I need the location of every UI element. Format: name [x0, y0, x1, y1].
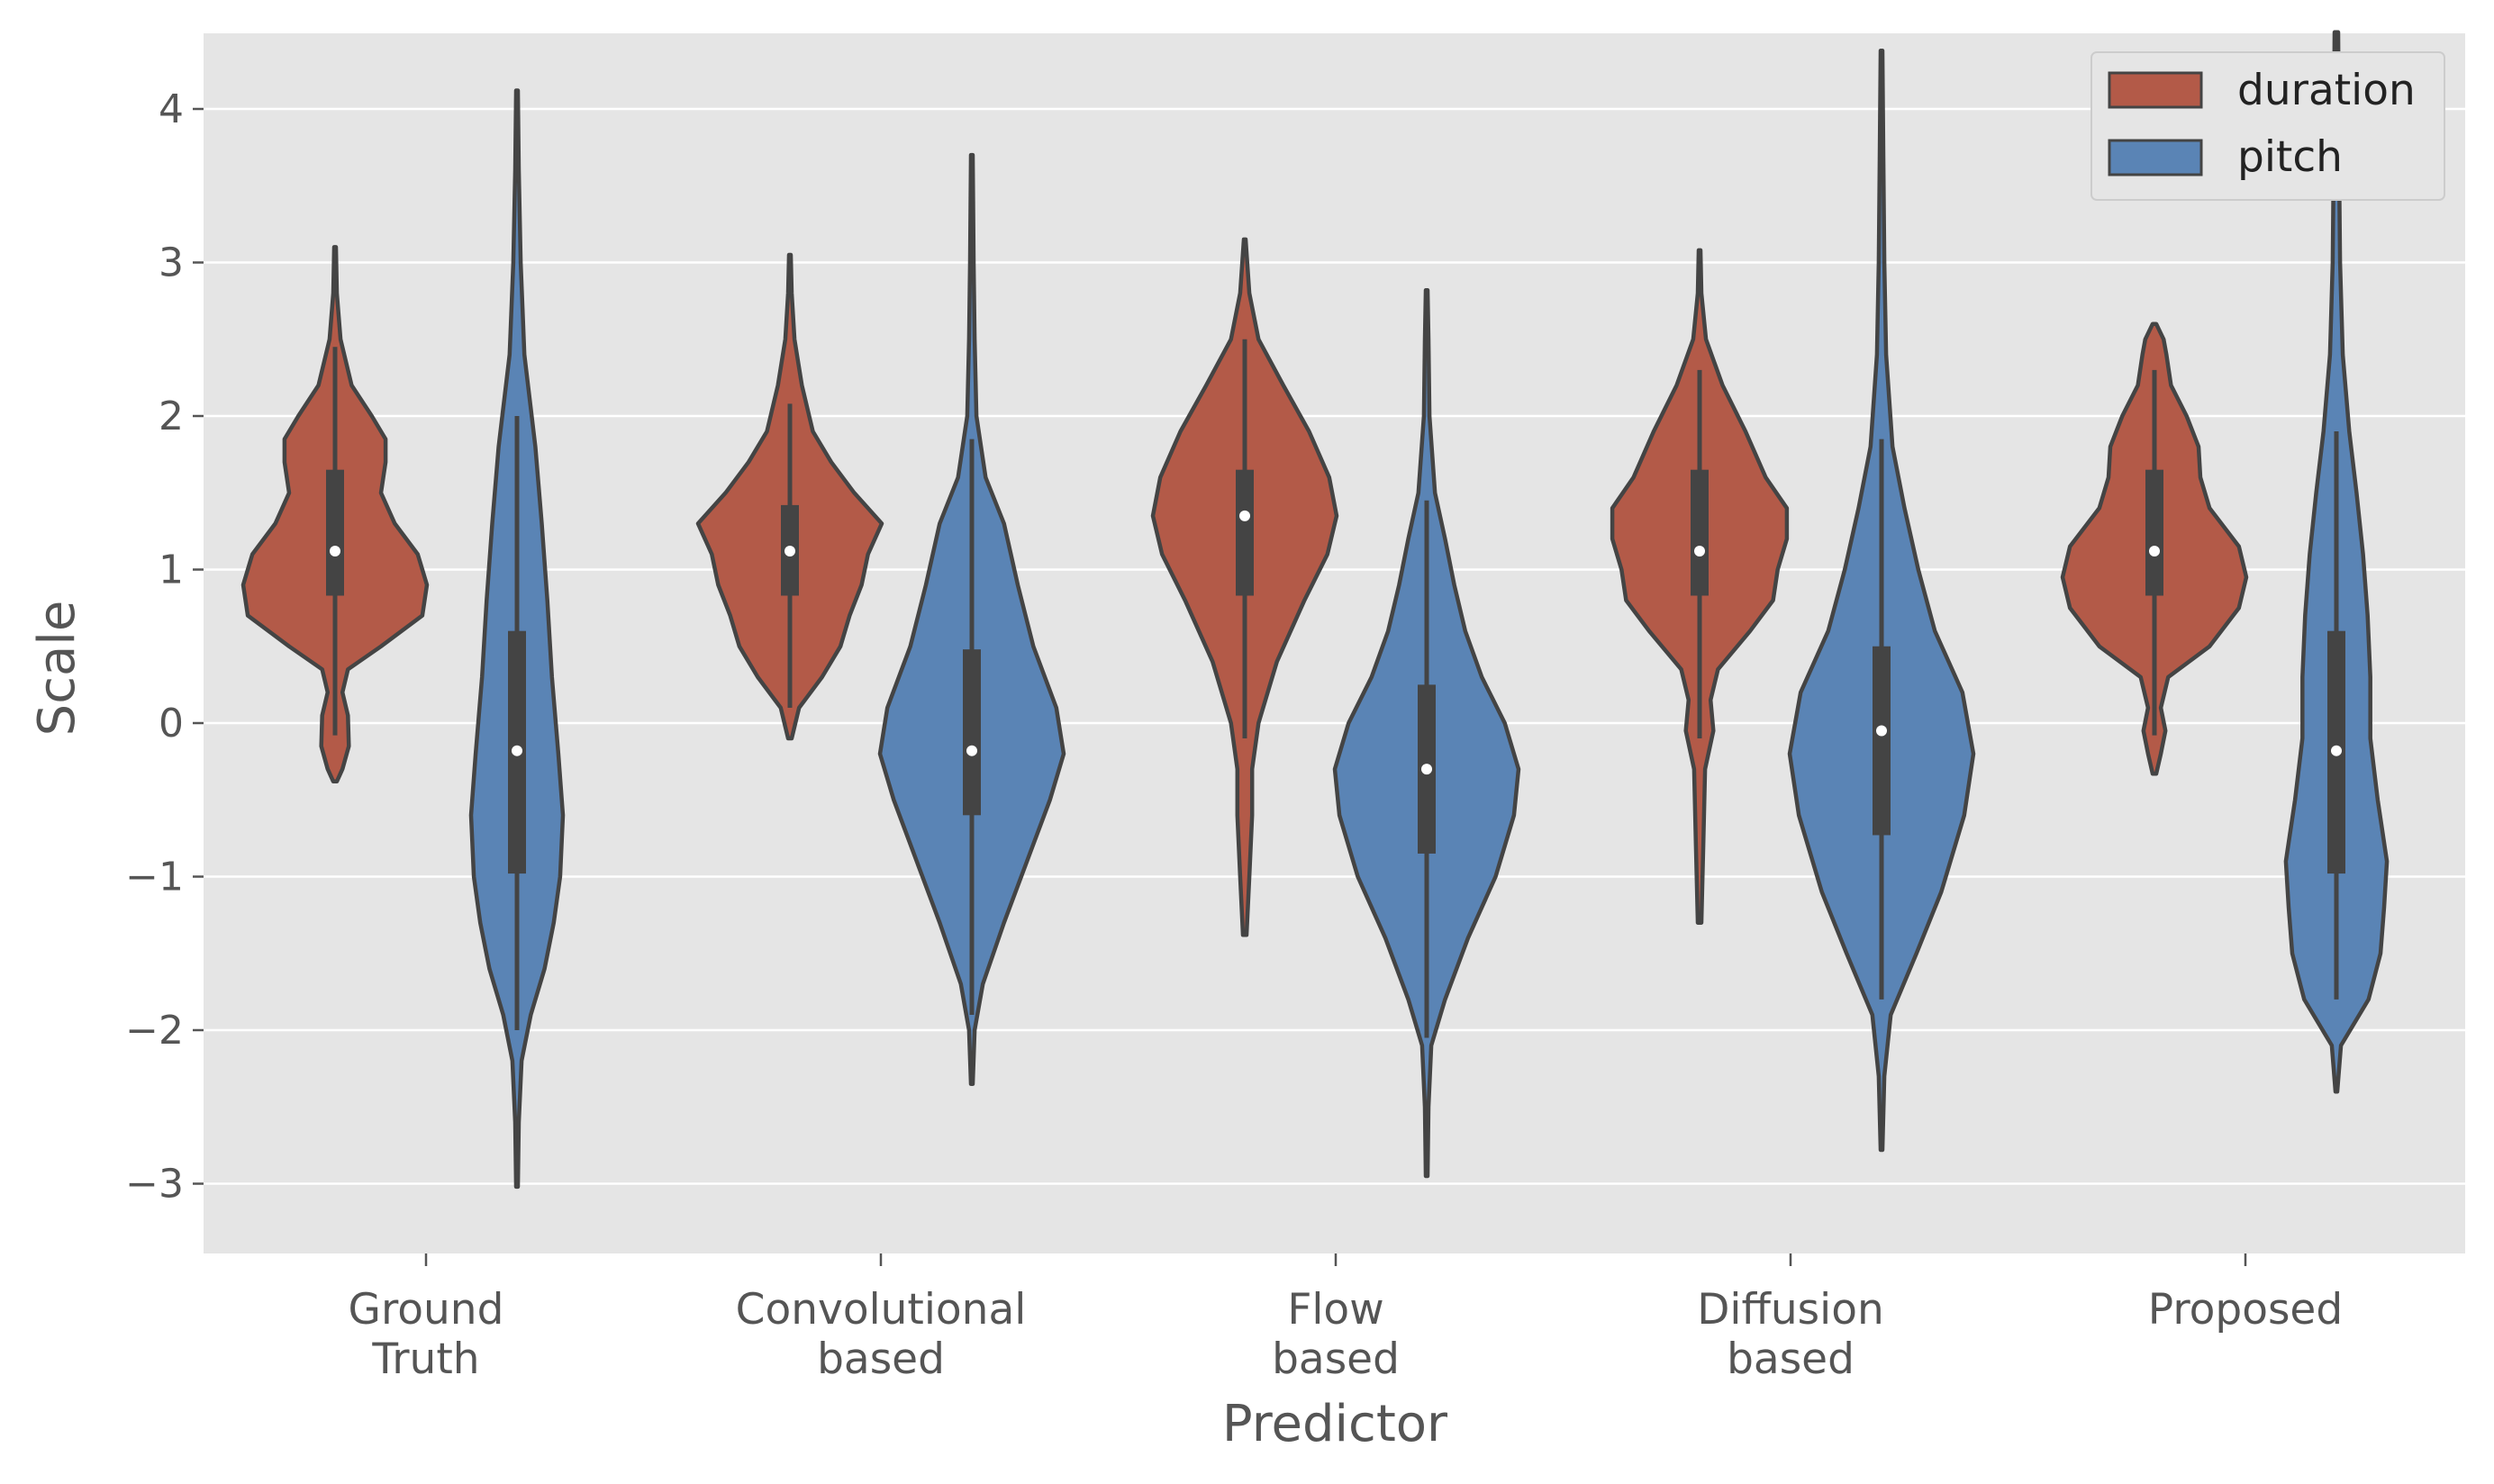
violin-median-point [1421, 764, 1432, 775]
violin-iqr-box [326, 469, 344, 596]
violin-median-point [512, 745, 522, 756]
x-tick-label: Flow [1287, 1285, 1383, 1335]
legend-swatch-duration [2108, 71, 2203, 109]
violin-iqr-box [2145, 469, 2163, 596]
violins [240, 30, 2390, 1190]
x-axis-title: Predictor [1222, 1395, 1448, 1453]
violin-median-point [784, 546, 795, 557]
gridlines [204, 107, 2465, 1185]
y-axis-title: Scale [28, 601, 86, 737]
y-tick-label: 4 [159, 86, 184, 132]
violin-median-point [2149, 546, 2160, 557]
y-axis: 4 3 2 1 0 −1 −2 −3 [125, 86, 204, 1208]
violin-median-point [2331, 745, 2342, 756]
violin-median-point [1876, 725, 1887, 737]
y-tick-label: 2 [159, 394, 184, 439]
violin-median-point [966, 745, 977, 756]
x-tick-label: Convolutional [736, 1285, 1027, 1335]
violin-median-point [1694, 546, 1705, 557]
x-tick-label: based [1272, 1335, 1400, 1384]
x-tick-label: Diffusion [1697, 1285, 1884, 1335]
legend-swatch-pitch [2108, 139, 2203, 176]
legend: duration pitch [2090, 51, 2445, 201]
plot-area [204, 33, 2465, 1253]
y-tick-label: 3 [159, 240, 184, 286]
legend-label-duration: duration [2237, 66, 2416, 115]
y-tick-label: −2 [125, 1008, 184, 1054]
y-tick-label: −3 [125, 1162, 184, 1208]
violin-iqr-box [1236, 469, 1254, 596]
violin-iqr-box [1691, 469, 1709, 596]
x-tick-label: Ground [349, 1285, 504, 1335]
y-tick-label: 0 [159, 701, 184, 747]
legend-label-pitch: pitch [2237, 132, 2343, 182]
x-tick-label: based [1727, 1335, 1855, 1384]
violin-median-point [1239, 510, 1250, 521]
x-tick-label: based [817, 1335, 945, 1384]
y-tick-label: −1 [125, 855, 184, 900]
x-tick-label: Truth [371, 1335, 479, 1384]
x-axis: GroundTruthConvolutionalbasedFlowbasedDi… [349, 1253, 2343, 1384]
violin-median-point [330, 546, 340, 557]
violin-iqr-box [963, 649, 981, 816]
x-tick-label: Proposed [2148, 1285, 2343, 1335]
y-tick-label: 1 [159, 547, 184, 593]
violin-iqr-box [1873, 646, 1891, 836]
